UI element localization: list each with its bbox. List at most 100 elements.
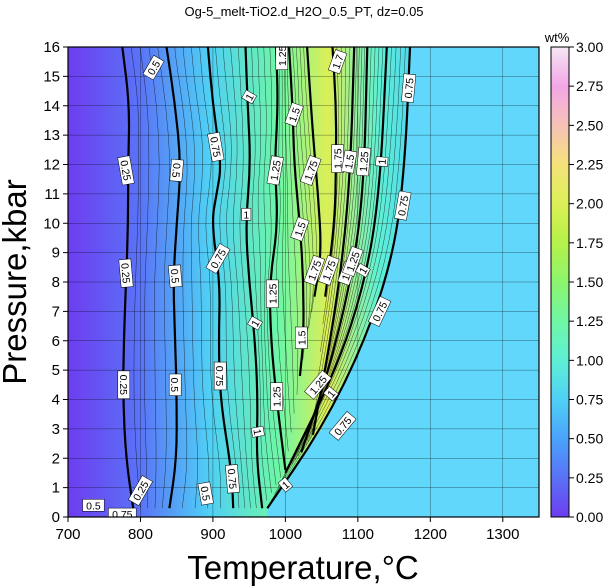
colorbar-tick-label: 0.50 (576, 431, 603, 447)
svg-text:0.25: 0.25 (117, 159, 132, 181)
colorbar-tick-label: 2.00 (576, 196, 603, 212)
contour-label: 1.25 (356, 146, 372, 177)
svg-text:1.5: 1.5 (343, 153, 357, 170)
contour-label: 0.5 (82, 499, 105, 512)
svg-text:1.25: 1.25 (267, 283, 279, 304)
thin-contour (182, 47, 198, 509)
svg-text:1: 1 (250, 428, 263, 436)
contour-label: 0.25 (117, 370, 131, 399)
colorbar-gradient (550, 46, 570, 518)
contour-label: 1.25 (266, 279, 279, 308)
contour-label: 1 (323, 385, 339, 402)
x-tick-label: 900 (200, 526, 225, 543)
thin-contour (257, 47, 272, 493)
colorbar-tick-label: 2.50 (576, 117, 603, 133)
y-tick-label: 1 (52, 480, 60, 497)
thin-contour (274, 47, 401, 495)
contour-label: 1.25 (275, 45, 289, 70)
contour-line-1 (244, 47, 264, 509)
contour-label: 1.5 (341, 149, 357, 174)
svg-text:0.75: 0.75 (207, 136, 222, 158)
x-tick-label: 1300 (486, 526, 519, 543)
colorbar-tick-label: 0.00 (576, 509, 603, 525)
contour-label: 0.25 (117, 155, 135, 186)
contour-label: 1.25 (270, 382, 284, 411)
contour-label: 1.5 (295, 326, 308, 349)
contour-label: 1 (241, 208, 252, 221)
svg-text:0.75: 0.75 (213, 366, 225, 387)
svg-text:1.25: 1.25 (272, 386, 284, 407)
contour-line-1 (284, 47, 388, 474)
thin-contour (320, 47, 342, 352)
plot-area: 0.250.250.250.250.50.50.50.50.50.50.750.… (68, 45, 539, 517)
contour-label: 1 (277, 476, 294, 493)
colorbar-tick-label: 1.00 (576, 352, 603, 368)
svg-text:1.75: 1.75 (333, 148, 345, 169)
contour-label: 1 (250, 425, 265, 438)
contour-label: 0.5 (168, 264, 183, 288)
contour-label: 0.75 (213, 361, 227, 391)
chart-title: Og-5_melt-TiO2.d_H2O_0.5_PT, dz=0.05 (184, 4, 423, 19)
y-tick-label: 11 (44, 186, 60, 203)
grid (68, 47, 539, 517)
thin-contour (251, 47, 268, 501)
contour-label: 1.75 (331, 144, 345, 173)
contour-line-0.75 (266, 47, 412, 509)
y-tick-label: 14 (43, 98, 60, 115)
thin-contour (230, 47, 251, 509)
thin-contour (191, 47, 210, 509)
contour-label: 0.75 (394, 190, 411, 221)
y-tick-label: 7 (52, 303, 60, 320)
y-tick-label: 3 (52, 421, 60, 438)
y-axis-label: Pressure,kbar (0, 179, 33, 384)
thin-contour (270, 47, 406, 502)
x-axis-label: Temperature,°C (187, 549, 418, 586)
colorbar: wt% 0.00 0.25 0.50 0.75 1.00 1.25 1.50 1.75 2.00… (544, 30, 604, 525)
thin-contour (280, 47, 292, 433)
contour-label: 1.5 (290, 216, 310, 242)
y-tick-label: 9 (52, 245, 60, 262)
svg-text:0.75: 0.75 (225, 468, 239, 490)
svg-text:1: 1 (357, 265, 370, 276)
contour-line-1.75 (306, 47, 322, 297)
svg-text:1: 1 (249, 318, 262, 329)
contour-label: 0.75 (207, 131, 225, 162)
svg-text:0.5: 0.5 (169, 163, 182, 179)
y-tick-label: 0 (52, 509, 60, 526)
x-tick-label: 1200 (414, 526, 447, 543)
contour-label: 0.75 (225, 464, 240, 494)
svg-text:0.5: 0.5 (86, 500, 101, 512)
x-tick-label: 700 (55, 526, 80, 543)
contour-line-1.5 (287, 47, 305, 377)
svg-text:1: 1 (243, 92, 256, 103)
contour-line-0.25 (121, 47, 135, 509)
colorbar-tick-label: 2.25 (576, 157, 603, 173)
svg-text:0.5: 0.5 (168, 268, 181, 284)
y-tick-label: 6 (52, 333, 60, 350)
thin-contour (317, 47, 346, 380)
contour-label: 1.5 (284, 102, 304, 128)
labeled-contours (121, 47, 412, 509)
svg-text:1: 1 (377, 158, 389, 165)
thin-contour (299, 47, 314, 329)
contour-label: 1.25 (266, 155, 284, 186)
y-tick-label: 5 (52, 362, 60, 379)
y-tick-label: 2 (52, 450, 60, 467)
thin-contour (296, 47, 311, 345)
contour-line-0.5 (165, 47, 181, 509)
colorbar-label: wt% (544, 30, 570, 45)
colorbar-tick-label: 1.50 (576, 274, 603, 290)
x-tick-label: 800 (128, 526, 153, 543)
contour-label: 0.75 (401, 73, 416, 103)
y-tick-label: 10 (43, 215, 60, 232)
contour-label: 0.5 (198, 481, 214, 506)
colorbar-ticks: 0.00 0.25 0.50 0.75 1.00 1.25 1.50 1.75 2.00 2.25… (569, 39, 603, 525)
y-tick-label: 15 (43, 68, 60, 85)
svg-text:1.25: 1.25 (358, 151, 372, 173)
y-tick-label: 12 (43, 157, 60, 174)
thin-contour (222, 47, 246, 509)
svg-text:0.25: 0.25 (118, 263, 132, 285)
x-tick-label: 1000 (269, 526, 302, 543)
svg-text:1.5: 1.5 (293, 220, 309, 238)
svg-text:1.25: 1.25 (277, 45, 289, 66)
